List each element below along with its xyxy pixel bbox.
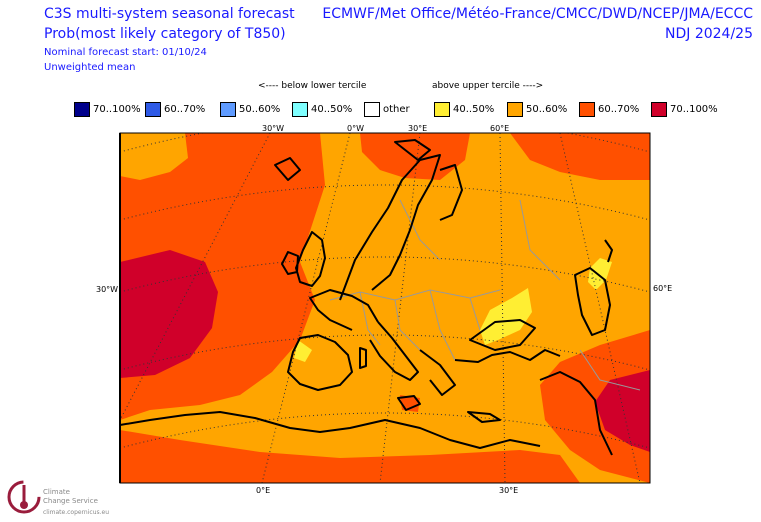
legend-label: other (383, 103, 410, 115)
tick-top-30e: 30°E (408, 124, 428, 133)
legend-item-above-50-60: 50..60% (507, 100, 567, 118)
legend-label: 40..50% (311, 103, 353, 115)
legend-item-below-50-60: 50..60% (220, 100, 280, 118)
legend-label: 40..50% (453, 103, 495, 115)
legend-swatch (507, 101, 523, 117)
legend-item-above-70-100: 70..100% (651, 100, 718, 118)
tick-left-30w: 30°W (96, 285, 119, 294)
legend-item-below-60-70: 60..70% (145, 100, 205, 118)
season-title: NDJ 2024/25 (665, 26, 753, 42)
legend-swatch (145, 101, 161, 117)
field-70-100-middle-east (595, 370, 650, 452)
field-40-50-black-sea (480, 288, 532, 345)
logo-url: climate.copernicus.eu (43, 509, 110, 516)
legend-swatch (651, 101, 667, 117)
field-40-50-iberia (294, 340, 312, 362)
forecast-start-note: Nominal forecast start: 01/10/24 (44, 47, 207, 58)
legend-swatch (434, 101, 450, 117)
legend-swatch (579, 101, 595, 117)
weighting-note: Unweighted mean (44, 62, 136, 73)
legend: 70..100% 60..70% 50..60% 40..50% other 4… (74, 100, 734, 118)
legend-item-below-70-100: 70..100% (74, 100, 141, 118)
legend-item-above-60-70: 60..70% (579, 100, 639, 118)
country-borders (329, 199, 641, 391)
tick-top-30w: 30°W (262, 124, 285, 133)
tick-bottom-0e: 0°E (256, 486, 271, 495)
title-line1: C3S multi-system seasonal forecast (44, 6, 295, 22)
map-frame (119, 132, 651, 484)
copernicus-logo-icon (7, 480, 41, 514)
above-tercile-label: above upper tercile ----> (432, 81, 544, 91)
legend-label: 70..100% (670, 103, 718, 115)
legend-item-other: other (364, 100, 410, 118)
field-50-60-northwest (120, 133, 188, 180)
legend-item-above-40-50: 40..50% (434, 100, 494, 118)
title-line2: Prob(most likely category of T850) (44, 26, 286, 42)
below-tercile-label: <---- below lower tercile (258, 81, 367, 91)
field-60-70-northeast (510, 133, 650, 180)
probability-fields (120, 133, 650, 483)
tick-top-60e: 60°E (490, 124, 510, 133)
field-70-100-atlantic (120, 250, 218, 378)
tick-right-60e: 60°E (653, 284, 673, 293)
legend-label: 70..100% (93, 103, 141, 115)
legend-swatch (220, 101, 236, 117)
field-60-70-east (540, 330, 650, 483)
models-title: ECMWF/Met Office/Météo-France/CMCC/DWD/N… (322, 6, 753, 22)
legend-label: 60..70% (598, 103, 640, 115)
legend-label: 50..60% (526, 103, 568, 115)
legend-item-below-40-50: 40..50% (292, 100, 352, 118)
tick-top-0w: 0°W (347, 124, 364, 133)
legend-label: 60..70% (164, 103, 206, 115)
legend-swatch (364, 101, 380, 117)
legend-swatch (292, 101, 308, 117)
field-60-70-south (120, 430, 580, 483)
logo-text-line1: Climate (43, 488, 70, 496)
legend-label: 50..60% (239, 103, 281, 115)
tick-bottom-30e: 30°E (499, 486, 519, 495)
legend-swatch (74, 101, 90, 117)
logo-text-line2: Change Service (43, 497, 98, 505)
